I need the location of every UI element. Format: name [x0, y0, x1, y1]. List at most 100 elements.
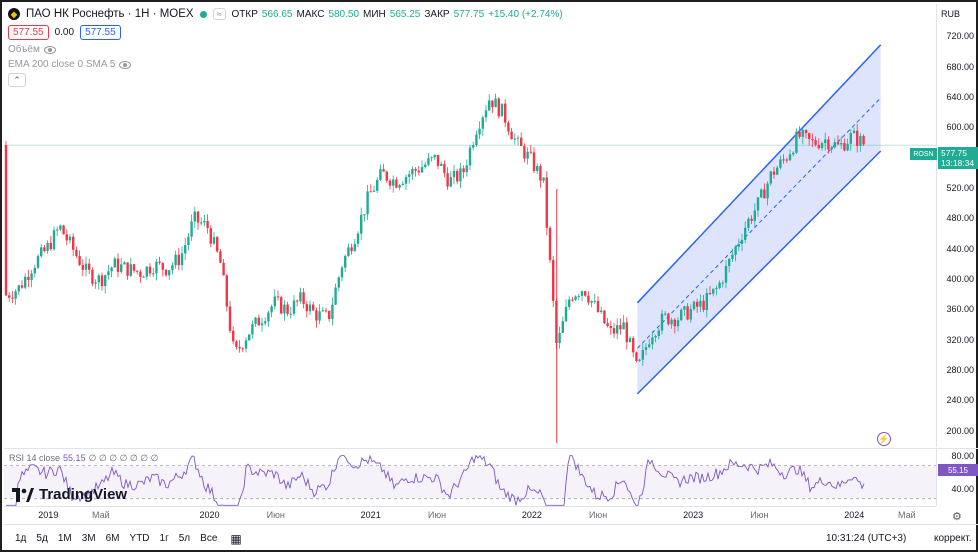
hidden-eye-icon[interactable]	[119, 60, 132, 69]
candle-body	[110, 267, 113, 272]
range-button[interactable]: 1М	[57, 533, 72, 544]
candle-body	[251, 323, 254, 335]
rsi-scale[interactable]: 80.00 40.00	[936, 448, 978, 506]
flash-icon[interactable]: ⚡	[877, 432, 891, 446]
range-button[interactable]: Все	[200, 533, 218, 544]
candle-body	[779, 159, 782, 168]
candle-body	[123, 262, 126, 265]
collapse-legend-button[interactable]: ⌃	[8, 73, 26, 87]
symbol-legend: ◆ ПАО НК Роснефть · 1Н · MOEX ≈ ОТКР 566.…	[8, 8, 563, 20]
candle-body	[760, 189, 763, 198]
candle-body	[152, 273, 155, 275]
candle-body	[382, 169, 385, 172]
candle-body	[350, 247, 353, 252]
calendar-icon[interactable]: ▦	[230, 531, 242, 546]
candle-body	[664, 313, 667, 315]
candle-body	[30, 273, 33, 280]
sell-button[interactable]: 577.55	[8, 25, 49, 40]
candle-body	[248, 334, 251, 341]
candle-body	[356, 233, 360, 244]
candle-body	[670, 319, 673, 325]
rsi-value-tag: 55.15	[938, 464, 978, 476]
candle-body	[414, 168, 417, 171]
range-button[interactable]: YTD	[129, 533, 150, 544]
price-tick-label: 600.00	[946, 122, 974, 133]
tradingview-logo[interactable]: TradingView	[12, 486, 127, 503]
range-button[interactable]: 5д	[36, 533, 48, 544]
time-axis-label: 2019	[38, 510, 59, 520]
visibility-toggle-icon[interactable]: ≈	[212, 8, 226, 20]
clock-display[interactable]: 10:31:24 (UTC+3)	[826, 533, 907, 544]
candle-body	[4, 145, 8, 296]
candle-body	[312, 304, 315, 311]
candle-body	[94, 282, 97, 284]
rsi-band	[4, 465, 936, 499]
candle-body	[683, 306, 686, 310]
candle-body	[548, 227, 552, 261]
candle-body	[619, 325, 622, 330]
candle-body	[676, 320, 680, 327]
candle-body	[84, 263, 88, 270]
candle-body	[401, 183, 404, 186]
adjustment-toggle[interactable]: коррект.	[934, 533, 972, 544]
candle-body	[814, 140, 817, 145]
price-scale[interactable]: 720.00680.00640.00600.00560.00520.00480.…	[936, 4, 978, 447]
currency-label[interactable]: RUB	[941, 9, 961, 19]
candle-body	[820, 143, 824, 149]
candle-body	[203, 220, 206, 223]
candle-body	[216, 237, 219, 252]
candle-body	[164, 269, 168, 276]
candle-body	[228, 306, 232, 331]
candle-body	[129, 264, 132, 276]
volume-indicator-legend[interactable]: Объём	[8, 44, 56, 55]
range-button[interactable]: 6М	[105, 533, 120, 544]
hidden-eye-icon[interactable]	[43, 45, 56, 54]
trade-buttons: 577.55 0.00 577.55	[8, 25, 121, 40]
candle-body	[849, 133, 852, 144]
rsi-legend[interactable]: RSI 14 close 55.15 ∅ ∅ ∅ ∅ ∅ ∅ ∅	[9, 453, 158, 464]
candle-body	[542, 177, 545, 181]
candle-body	[689, 309, 692, 320]
time-axis-label: 2021	[360, 510, 381, 520]
candle-body	[792, 152, 795, 155]
candle-body	[264, 321, 267, 324]
range-button[interactable]: 1г	[159, 533, 169, 544]
tradingview-logo-icon	[12, 487, 34, 502]
candle-body	[145, 266, 148, 277]
settings-gear-icon[interactable]: ⚙	[952, 511, 962, 523]
candle-body	[718, 282, 721, 289]
range-button[interactable]: 5л	[178, 533, 191, 544]
candle-body	[596, 300, 600, 312]
candle-body	[782, 159, 785, 161]
candle-body	[750, 218, 753, 221]
candle-body	[504, 103, 507, 123]
candle-body	[372, 190, 376, 192]
candle-body	[612, 328, 616, 334]
price-chart[interactable]	[4, 4, 936, 447]
candle-body	[136, 270, 139, 272]
rsi-tick-label: 80.00	[951, 451, 974, 462]
candle-body	[395, 179, 398, 188]
candle-body	[392, 179, 395, 186]
candle-body	[100, 275, 104, 287]
candle-body	[20, 285, 24, 288]
time-scale[interactable]: 2019 Май 2020 Июн 2021 Июн 2022 Июн 2023 Июн 2024 М…	[4, 506, 936, 524]
time-axis-label: Июн	[427, 510, 447, 520]
ema-indicator-legend[interactable]: EMA 200 close 0 SMA 5	[8, 59, 132, 70]
range-button[interactable]: 1д	[15, 533, 27, 544]
buy-button[interactable]: 577.55	[80, 25, 121, 40]
time-axis-label: 2024	[844, 510, 865, 520]
candle-body	[424, 164, 427, 168]
ticker-tag: ROSN	[910, 148, 937, 160]
range-button[interactable]: 3М	[81, 533, 96, 544]
price-tick-label: 640.00	[946, 91, 974, 102]
candle-body	[398, 185, 401, 188]
rosneft-logo-icon: ◆	[8, 8, 20, 20]
rsi-pane[interactable]	[4, 448, 936, 506]
candle-body	[292, 300, 296, 314]
candle-body	[289, 313, 292, 315]
bottom-toolbar: 1д 5д 1М 3М 6М YTD 1г 5л Все ▦ 10:31:24 (UTC+3) …	[4, 524, 978, 552]
candle-body	[331, 304, 334, 320]
time-axis-label: 2022	[521, 510, 542, 520]
symbol-title[interactable]: ПАО НК Роснефть · 1Н · MOEX	[26, 8, 194, 20]
